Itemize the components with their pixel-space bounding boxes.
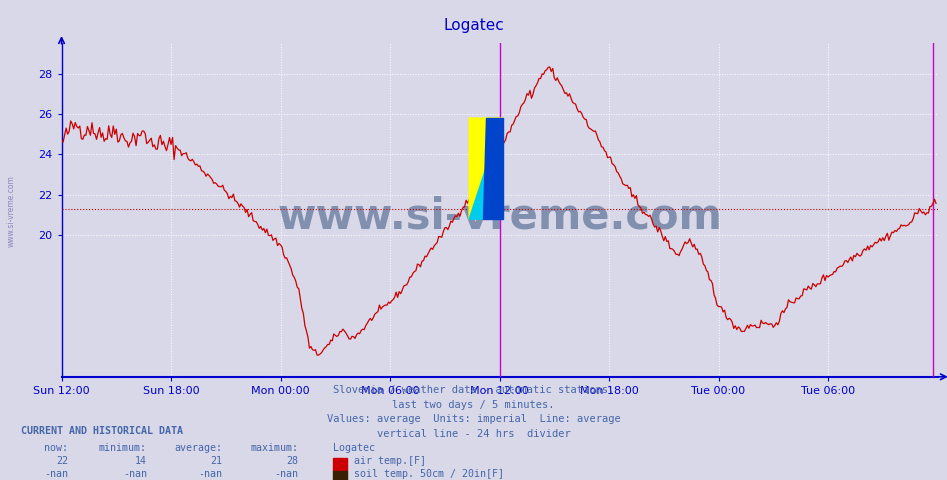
Text: air temp.[F]: air temp.[F] — [348, 456, 426, 466]
Polygon shape — [483, 118, 503, 219]
Text: Values: average  Units: imperial  Line: average: Values: average Units: imperial Line: av… — [327, 414, 620, 424]
Polygon shape — [469, 118, 503, 219]
Text: vertical line - 24 hrs  divider: vertical line - 24 hrs divider — [377, 429, 570, 439]
Text: www.si-vreme.com: www.si-vreme.com — [277, 196, 722, 238]
Text: 22: 22 — [56, 456, 68, 466]
Text: average:: average: — [174, 443, 223, 453]
Text: -nan: -nan — [275, 469, 298, 480]
Text: www.si-vreme.com: www.si-vreme.com — [7, 175, 16, 247]
Text: 28: 28 — [286, 456, 298, 466]
Text: -nan: -nan — [199, 469, 223, 480]
Text: Slovenia / weather data - automatic stations.: Slovenia / weather data - automatic stat… — [333, 385, 614, 396]
Text: 21: 21 — [210, 456, 223, 466]
Text: soil temp. 50cm / 20in[F]: soil temp. 50cm / 20in[F] — [348, 469, 505, 480]
Text: last two days / 5 minutes.: last two days / 5 minutes. — [392, 400, 555, 410]
Text: 14: 14 — [134, 456, 147, 466]
Text: Logatec: Logatec — [333, 443, 375, 453]
Text: Logatec: Logatec — [443, 18, 504, 33]
Text: maximum:: maximum: — [250, 443, 298, 453]
Text: now:: now: — [45, 443, 68, 453]
Text: CURRENT AND HISTORICAL DATA: CURRENT AND HISTORICAL DATA — [21, 426, 183, 436]
Text: minimum:: minimum: — [98, 443, 147, 453]
Text: -nan: -nan — [45, 469, 68, 480]
Polygon shape — [469, 118, 503, 219]
Text: -nan: -nan — [123, 469, 147, 480]
